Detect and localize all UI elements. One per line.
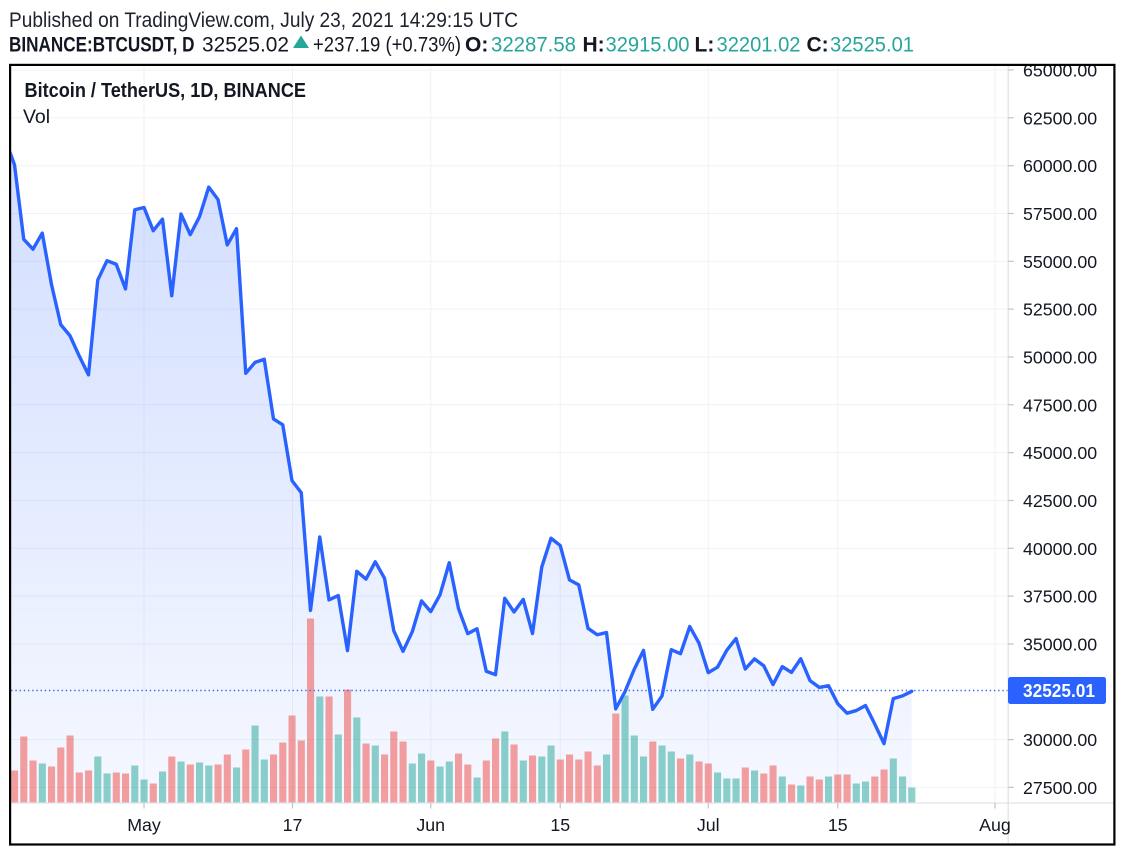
- svg-text:37500.00: 37500.00: [1023, 587, 1097, 607]
- svg-text:42500.00: 42500.00: [1023, 491, 1097, 511]
- svg-text:+237.19 (+0.73%): +237.19 (+0.73%): [313, 33, 461, 56]
- svg-text:32525.02: 32525.02: [202, 33, 289, 56]
- svg-text:32915.00: 32915.00: [606, 33, 690, 56]
- svg-text:62500.00: 62500.00: [1023, 108, 1097, 128]
- svg-text:17: 17: [283, 815, 303, 835]
- svg-text:60000.00: 60000.00: [1023, 156, 1097, 176]
- svg-text:Vol: Vol: [23, 106, 50, 128]
- svg-text:30000.00: 30000.00: [1023, 730, 1097, 750]
- svg-text:52500.00: 52500.00: [1023, 300, 1097, 320]
- svg-text:Aug: Aug: [979, 815, 1011, 835]
- svg-text:Jun: Jun: [416, 815, 445, 835]
- svg-text:45000.00: 45000.00: [1023, 443, 1097, 463]
- svg-text:32287.58: 32287.58: [491, 33, 576, 56]
- svg-text:50000.00: 50000.00: [1023, 348, 1097, 368]
- svg-text:BINANCE:BTCUSDT, D: BINANCE:BTCUSDT, D: [9, 33, 195, 56]
- svg-text:57500.00: 57500.00: [1023, 204, 1097, 224]
- svg-text:O:: O:: [465, 33, 488, 56]
- svg-text:27500.00: 27500.00: [1023, 778, 1097, 798]
- svg-text:65000.00: 65000.00: [1023, 61, 1097, 81]
- svg-text:Bitcoin / TetherUS, 1D, BINANC: Bitcoin / TetherUS, 1D, BINANCE: [25, 80, 307, 102]
- svg-text:15: 15: [550, 815, 570, 835]
- svg-text:C:: C:: [807, 33, 829, 56]
- svg-text:32525.01: 32525.01: [830, 33, 914, 56]
- svg-text:55000.00: 55000.00: [1023, 252, 1097, 272]
- svg-text:40000.00: 40000.00: [1023, 539, 1097, 559]
- svg-text:32201.02: 32201.02: [717, 33, 801, 56]
- svg-text:32525.01: 32525.01: [1023, 681, 1095, 701]
- svg-text:May: May: [127, 815, 161, 835]
- svg-text:15: 15: [828, 815, 848, 835]
- svg-text:H:: H:: [583, 33, 605, 56]
- svg-text:Jul: Jul: [697, 815, 720, 835]
- svg-text:47500.00: 47500.00: [1023, 395, 1097, 415]
- svg-text:L:: L:: [695, 33, 715, 56]
- svg-text:35000.00: 35000.00: [1023, 635, 1097, 655]
- svg-text:Published on TradingView.com,: Published on TradingView.com, July 23, 2…: [9, 9, 518, 32]
